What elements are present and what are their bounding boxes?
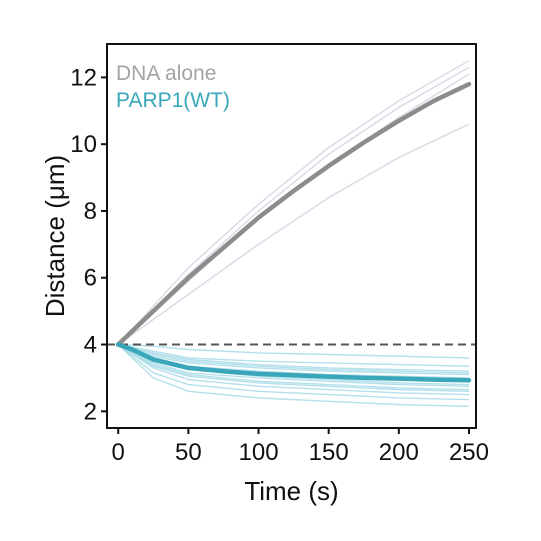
mean-lines	[115, 81, 472, 383]
plot-frame	[106, 43, 477, 429]
trace-line-1-1	[118, 343, 470, 367]
x-tick-label: 50	[175, 439, 202, 466]
trace-line-1-6	[117, 343, 470, 396]
mean-line-1	[115, 342, 472, 383]
y-tick-label: 10	[70, 131, 97, 158]
y-axis-label: Distance (μm)	[40, 155, 70, 317]
trace-line-0-0	[117, 60, 470, 345]
x-axis-ticks: 0 50 100 150 200 250	[112, 428, 489, 466]
x-axis-label: Time (s)	[244, 476, 338, 506]
legend: DNA alone PARP1(WT)	[116, 62, 230, 112]
y-tick-label: 4	[84, 332, 97, 359]
x-tick-label: 150	[309, 439, 349, 466]
y-tick-label: 2	[84, 398, 97, 425]
y-tick-label: 8	[84, 198, 97, 225]
trace-line-1-2	[118, 343, 470, 374]
legend-entry-dna-alone: DNA alone	[116, 62, 216, 85]
legend-entry-parp1-wt: PARP1(WT)	[116, 89, 230, 112]
x-tick-label: 250	[449, 439, 489, 466]
x-tick-label: 100	[239, 439, 279, 466]
trace-line-1-5	[117, 343, 470, 391]
trace-line-1-10	[117, 343, 470, 376]
trace-line-0-2	[117, 73, 470, 346]
x-tick-label: 200	[379, 439, 419, 466]
trace-line-0-3	[117, 123, 470, 346]
trace-line-1-7	[117, 343, 470, 401]
trace-line-1-8	[117, 343, 470, 407]
trace-line-1-12	[117, 343, 470, 387]
y-axis-ticks: 2 4 6 8 10 12	[70, 64, 107, 425]
mean-line-0	[115, 81, 472, 347]
trace-line-1-0	[118, 343, 470, 359]
trace-line-1-11	[118, 343, 470, 372]
x-tick-label: 0	[112, 439, 125, 466]
y-tick-label: 12	[70, 64, 97, 91]
trace-line-1-13	[117, 343, 470, 392]
y-tick-label: 6	[84, 265, 97, 292]
